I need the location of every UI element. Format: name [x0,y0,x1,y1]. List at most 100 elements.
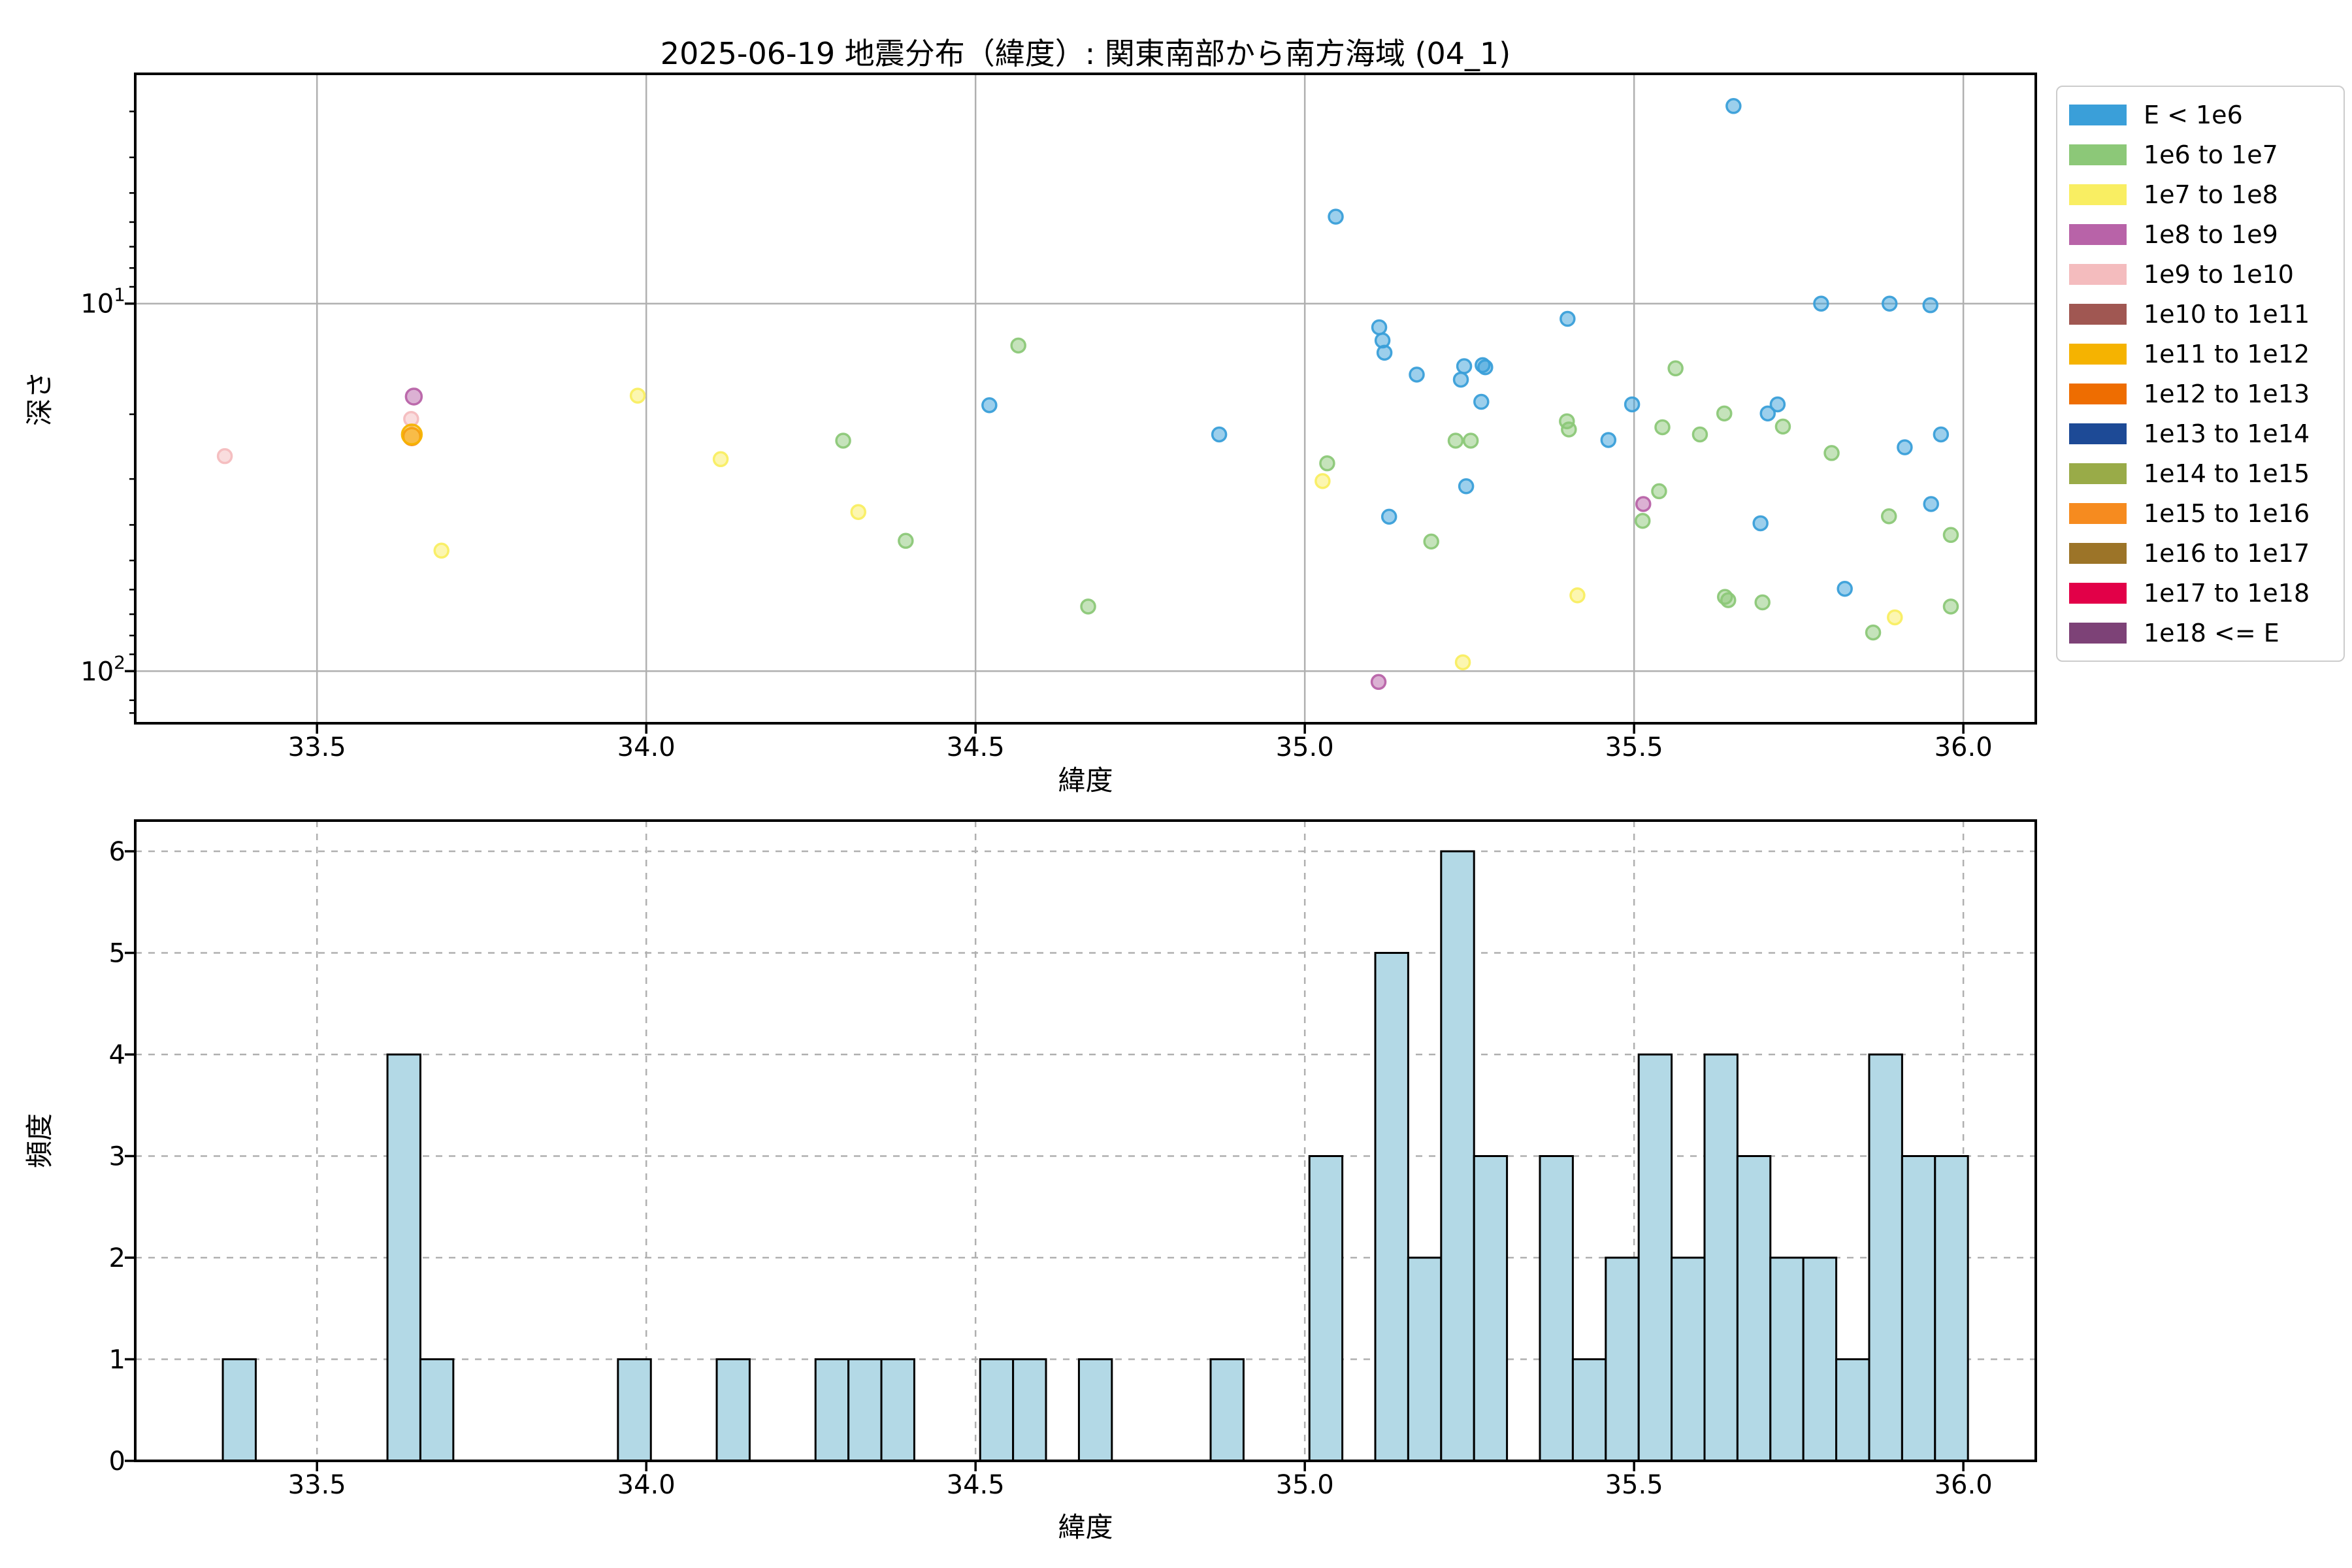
scatter-point [1754,594,1771,611]
y-tick-label: 2 [109,1243,125,1273]
x-tick-label: 34.0 [617,732,676,762]
scatter-point [850,504,867,520]
histogram-bar [386,1053,421,1462]
scatter-point [1634,512,1651,529]
histogram-bar [1703,1053,1739,1462]
chart-title: 2025-06-19 地震分布（緯度）: 関東南部から南方海域 (04_1) [660,36,1511,71]
legend-swatch [2069,622,2127,644]
scatter-point [981,397,998,414]
histogram-bar [1769,1256,1805,1462]
legend-item: 1e12 to 1e13 [2057,374,2344,414]
histogram-bar [1407,1256,1443,1462]
histogram-bar [1077,1358,1113,1462]
histogram-bar [1934,1155,1969,1462]
scatter-point [1010,337,1026,354]
legend-label: E < 1e6 [2144,100,2243,129]
y-axis-label: 深さ [24,371,56,426]
scatter-point [1923,496,1939,512]
legend-swatch [2069,383,2127,404]
scatter-point [1328,208,1344,225]
histogram-bar [847,1358,883,1462]
legend-item: 1e9 to 1e10 [2057,254,2344,294]
histogram-bar [617,1358,652,1462]
x-tick-label: 35.0 [1276,1470,1334,1500]
scatter-point [1561,421,1577,438]
histogram-bar [1374,952,1409,1462]
x-tick-label: 35.5 [1605,1470,1663,1500]
legend-swatch [2069,582,2127,604]
scatter-point [1865,624,1882,641]
legend-label: 1e10 to 1e11 [2144,299,2310,329]
histogram-bar [1473,1155,1509,1462]
scatter-point [1569,587,1586,604]
scatter-point [1897,439,1913,455]
histogram-bar [880,1358,915,1462]
scatter-point [1473,393,1490,410]
histogram-bar [1736,1155,1772,1462]
scatter-point [216,448,233,465]
legend-swatch [2069,463,2127,484]
legend-label: 1e6 to 1e7 [2144,140,2278,169]
legend-item: 1e16 to 1e17 [2057,533,2344,573]
histogram-bar [715,1358,751,1462]
axis-spine [134,73,2037,725]
scatter-point [1667,360,1684,377]
x-tick-label: 34.5 [947,732,1005,762]
scatter-point [1887,609,1903,626]
scatter-point [1769,396,1786,413]
histogram-bar [1440,850,1475,1462]
axis-spine [134,819,2037,1462]
scatter-point [1211,426,1228,443]
scatter-point [1447,433,1464,449]
scatter-point [1600,432,1617,448]
legend-item: 1e14 to 1e15 [2057,453,2344,493]
legend-label: 1e13 to 1e14 [2144,419,2310,448]
scatter-point [1654,419,1671,436]
legend-swatch [2069,104,2127,125]
scatter-point [1462,433,1479,449]
x-axis-label: 緯度 [1058,764,1113,796]
scatter-point [1560,310,1576,327]
scatter-point [1454,654,1471,670]
scatter-point [1933,426,1950,443]
scatter-point [1691,426,1708,443]
scatter-point [1423,533,1439,550]
legend-label: 1e12 to 1e13 [2144,379,2310,408]
legend-label: 1e14 to 1e15 [2144,459,2310,488]
histogram-bar [1637,1053,1673,1462]
scatter-point [1774,418,1791,435]
histogram-bar [1012,1358,1047,1462]
scatter-point [1837,580,1853,597]
scatter-point [1725,98,1742,114]
legend-swatch [2069,502,2127,524]
scatter-point [835,433,851,449]
y-tick-label: 1 [109,1345,125,1375]
legend-swatch [2069,343,2127,365]
scatter-point [1315,473,1331,489]
legend-label: 1e7 to 1e8 [2144,180,2278,209]
scatter-point [1458,478,1475,495]
histogram-bar [814,1358,850,1462]
x-tick-label: 35.5 [1605,732,1663,762]
legend-item: 1e13 to 1e14 [2057,414,2344,453]
legend-item: E < 1e6 [2057,95,2344,135]
y-tick-label: 102 [80,651,125,687]
legend-label: 1e18 <= E [2144,618,2279,647]
histogram-bar [1571,1358,1607,1462]
legend-swatch [2069,223,2127,245]
scatter-point [898,532,914,549]
legend-label: 1e15 to 1e16 [2144,498,2310,528]
y-axis-label: 頻度 [24,1113,56,1168]
legend-swatch [2069,303,2127,325]
scatter-point [1716,405,1733,422]
y-tick-label: 3 [109,1142,125,1172]
legend-label: 1e16 to 1e17 [2144,538,2310,568]
scatter-point [1409,367,1425,383]
legend-item: 1e8 to 1e9 [2057,214,2344,254]
scatter-point [1752,515,1769,532]
scatter-point [1813,295,1829,312]
histogram-bar [1802,1256,1838,1462]
legend-item: 1e6 to 1e7 [2057,135,2344,174]
y-tick-label: 4 [109,1040,125,1070]
x-tick-label: 36.0 [1935,732,1993,762]
